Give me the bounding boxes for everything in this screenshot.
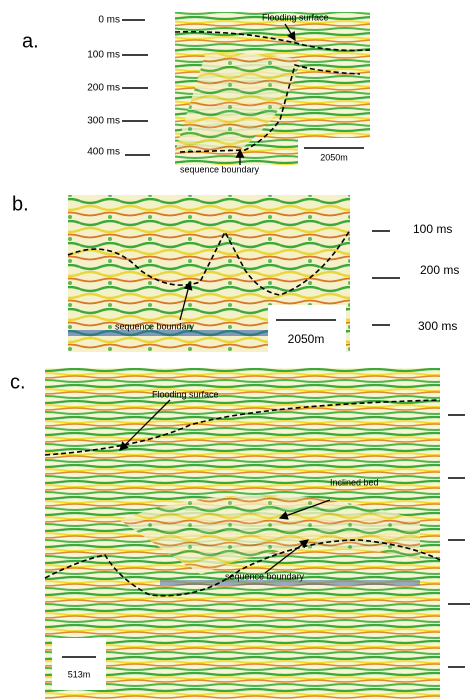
panel-label: c. (10, 371, 26, 393)
annotation: Flooding surface (262, 12, 329, 22)
time-label: 100 ms (413, 222, 452, 236)
time-label: 100 ms (87, 50, 120, 61)
arrow (264, 539, 310, 574)
time-label: 200 ms (87, 83, 120, 94)
panel-label: a. (22, 30, 39, 52)
time-axis (448, 414, 470, 668)
scale-box (268, 305, 346, 352)
horizon (44, 539, 441, 597)
horizon (179, 64, 361, 153)
scale-label: 2050m (288, 332, 325, 346)
annotation: sequence boundary (225, 571, 305, 581)
seismic-fill (120, 495, 420, 575)
scale-label: 2050m (320, 152, 348, 162)
time-label: 400 ms (87, 147, 120, 158)
arrow (284, 23, 296, 42)
time-label: 200 ms (420, 263, 459, 277)
scale-label: 513m (68, 669, 91, 679)
scale-box (298, 138, 370, 165)
annotation: Flooding surface (152, 389, 219, 399)
horizon (174, 30, 371, 52)
arrow (278, 499, 331, 520)
panel-label: b. (12, 193, 29, 215)
time-label: 0 ms (98, 15, 120, 26)
time-axis: 100 ms 200 ms 300 ms (372, 222, 459, 333)
scale-box (52, 638, 106, 690)
horizon (67, 229, 351, 296)
arrow (179, 280, 193, 321)
time-axis: 0 ms 100 ms 200 ms 300 ms 400 ms (87, 15, 150, 158)
horizon (44, 399, 441, 456)
arrow (119, 399, 171, 451)
seismic-fill (175, 53, 300, 153)
annotation: sequence boundary (180, 164, 260, 174)
reflector (68, 330, 268, 336)
time-label: 300 ms (418, 319, 457, 333)
annotation: sequence boundary (115, 321, 195, 331)
reflector (160, 580, 420, 585)
annotation: Inclined bed (330, 477, 379, 487)
time-label: 300 ms (87, 116, 120, 127)
